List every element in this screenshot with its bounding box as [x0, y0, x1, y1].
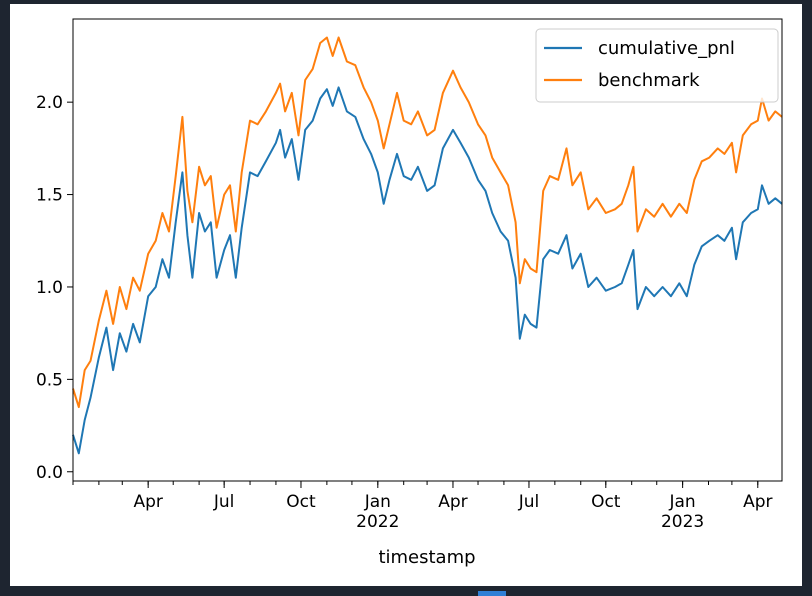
- series-line-benchmark: [72, 36, 783, 409]
- figure-canvas: 0.0 0.5 1.0 1.5 2.0 Apr Jul Oct Jan 2022 Apr Jul Oc…: [10, 4, 802, 586]
- window-bottom-edge: [0, 588, 812, 596]
- x-tick-label: Apr: [743, 492, 772, 512]
- x-axis-label: timestamp: [378, 547, 475, 568]
- taskbar-indicator: [478, 591, 506, 596]
- y-tick-label: 1.5: [36, 186, 63, 206]
- x-tick-label: Jan: [669, 492, 696, 512]
- x-tick-year-label: 2023: [661, 512, 704, 532]
- series-layer: [72, 36, 783, 455]
- legend-label-cumulative-pnl: cumulative_pnl: [598, 38, 735, 59]
- x-tick-label: Apr: [438, 492, 467, 512]
- legend: cumulative_pnl benchmark: [535, 28, 779, 103]
- y-tick-label: 0.5: [36, 370, 63, 390]
- series-line-cumulative-pnl: [72, 86, 783, 455]
- x-tick-label: Oct: [591, 492, 621, 512]
- x-tick-label: Apr: [133, 492, 162, 512]
- legend-box: [535, 28, 779, 103]
- x-tick-label: Jul: [213, 492, 235, 512]
- legend-label-benchmark: benchmark: [598, 70, 700, 91]
- y-tick-label: 1.0: [36, 278, 63, 298]
- x-tick-year-label: 2022: [356, 512, 399, 532]
- x-tick-label: Jan: [364, 492, 391, 512]
- y-tick-label: 0.0: [36, 463, 63, 483]
- x-tick-label: Jul: [518, 492, 540, 512]
- x-tick-label: Oct: [286, 492, 316, 512]
- y-axis: 0.0 0.5 1.0 1.5 2.0: [36, 93, 73, 483]
- y-tick-label: 2.0: [36, 93, 63, 113]
